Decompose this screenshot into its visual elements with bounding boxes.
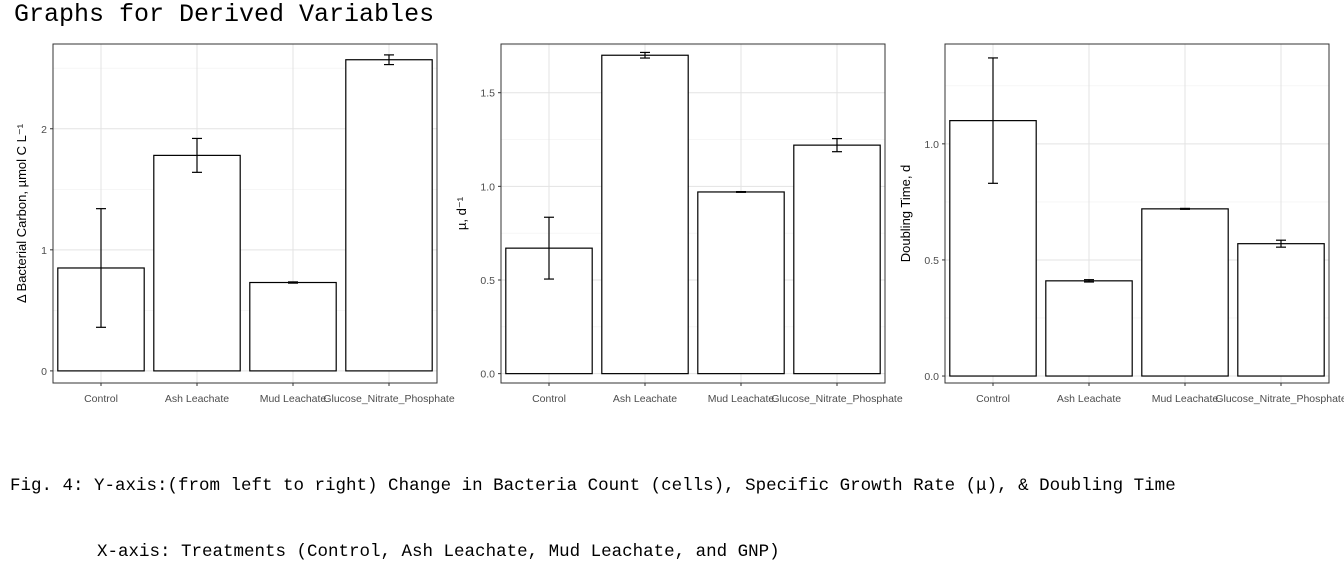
y-tick-label: 0.0 [924,371,939,383]
y-tick-label: 0.5 [924,255,939,267]
y-tick-label: 1.5 [480,88,495,100]
x-tick-label: Mud Leachate [708,393,775,405]
y-tick-label: 1.0 [480,181,495,193]
x-tick-label: Ash Leachate [165,393,229,405]
y-tick-label: 1 [41,245,47,257]
bar-2 [601,54,689,375]
x-tick-label: Ash Leachate [1057,393,1121,405]
page-title: Graphs for Derived Variables [14,0,435,29]
chart-panel-2: 0.0 0.5 1.0 1.5 Control Ash Leachate Mud Leach… [454,43,903,405]
x-tick-label: Control [84,393,118,405]
caption-line-1: Fig. 4: Y-axis:(from left to right) Chan… [10,476,1176,496]
y-tick-label: 0 [41,366,47,378]
bar-4 [1237,243,1325,377]
chart-panel-1: 0 1 2 Control Ash Leachate Mud LeachateGlucos… [14,43,455,405]
figure-caption: Fig. 4: Y-axis:(from left to right) Chan… [10,431,1176,585]
y-axis-label: Doubling Time, d [898,165,913,263]
bar-2 [153,154,241,372]
y-tick-label: 0.0 [480,369,495,381]
bar-4 [793,144,881,375]
x-tick-label: Glucose_Nitrate_Phosphate [323,393,454,405]
y-axis-label: µ, d⁻¹ [454,196,469,230]
y-axis-label: Δ Bacterial Carbon, µmol C L⁻¹ [14,123,29,303]
y-tick-label: 1.0 [924,139,939,151]
x-tick-label: Glucose_Nitrate_Phosphate [1215,393,1344,405]
bar-3 [249,281,337,372]
panel-border [52,43,438,384]
bar-4 [345,59,433,372]
x-tick-label: Control [532,393,566,405]
x-tick-label: Ash Leachate [613,393,677,405]
x-tick-label: Glucose_Nitrate_Phosphate [771,393,902,405]
caption-line-2: X-axis: Treatments (Control, Ash Leachat… [97,542,780,562]
bar-3 [697,191,785,375]
y-tick-label: 0.5 [480,275,495,287]
chart-panel-3: 0.0 0.5 1.0 Control Ash Leachate Mud Leachate… [898,43,1344,405]
y-tick-label: 2 [41,124,47,136]
bar-3 [1141,208,1229,377]
x-tick-label: Mud Leachate [260,393,327,405]
x-tick-label: Mud Leachate [1152,393,1219,405]
panel-border [500,43,886,384]
bar-2 [1045,280,1133,377]
panel-border [944,43,1330,384]
x-tick-label: Control [976,393,1010,405]
